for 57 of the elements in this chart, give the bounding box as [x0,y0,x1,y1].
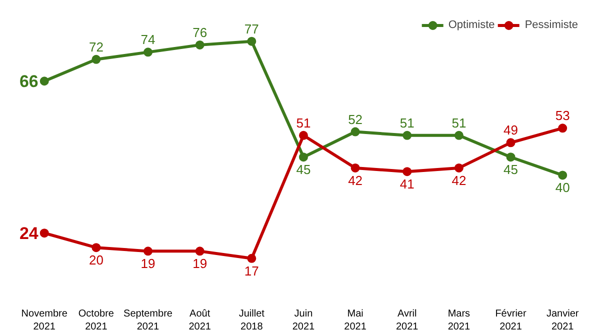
point [92,243,101,252]
data-label: 42 [452,172,466,188]
point [144,246,153,256]
x-tick-label: Août 2021 [188,308,212,333]
point [558,124,568,133]
data-label: 20 [88,252,104,268]
point [506,152,516,162]
point [298,152,308,162]
x-tick-label: Octobre 2021 [78,308,114,333]
x-tick-label: Janvier 2021 [546,308,580,333]
data-label: 52 [348,112,363,127]
point [195,40,204,50]
data-label: 53 [555,108,570,124]
point [454,130,464,140]
point [402,167,412,176]
data-label: 19 [192,256,208,272]
point [40,76,49,86]
point [40,228,49,238]
data-label: 51 [452,115,466,130]
x-tick-label: Février 2021 [495,308,527,333]
point [558,170,568,180]
point [195,246,204,256]
data-label: 19 [140,256,156,272]
x-tick-label: Mai 2021 [344,308,367,333]
data-label: 66 [19,72,38,92]
x-tick-label: Novembre 2021 [21,308,68,333]
x-tick-label: Avril 2021 [396,308,419,333]
data-label: 51 [400,115,414,130]
x-tick-label: Septembre 2021 [124,308,173,333]
point [298,130,308,140]
point [247,254,256,263]
point [144,48,153,57]
point [247,36,256,46]
data-label: 41 [400,176,414,192]
data-label: 74 [140,32,156,48]
data-label: 40 [555,180,570,196]
point [350,127,360,136]
data-label: 42 [348,172,363,188]
data-label: 24 [19,224,39,244]
point [350,163,360,172]
legend-label: Pessimiste [524,19,578,31]
point [506,138,516,148]
data-label: 77 [244,21,259,36]
data-label: 76 [192,24,208,40]
point [402,130,412,140]
data-label: 72 [88,39,104,54]
x-tick-label: Juillet 2018 [238,308,265,333]
legend-label: Optimiste [448,19,495,31]
data-label: 49 [504,122,518,138]
data-label: 45 [296,162,311,178]
x-tick-label: Mars 2021 [448,308,471,333]
x-tick-label: Juin 2021 [292,308,316,333]
data-label: 51 [296,115,311,130]
point [454,163,464,172]
data-label: 17 [244,263,259,278]
point [92,54,101,64]
data-label: 45 [504,162,518,178]
